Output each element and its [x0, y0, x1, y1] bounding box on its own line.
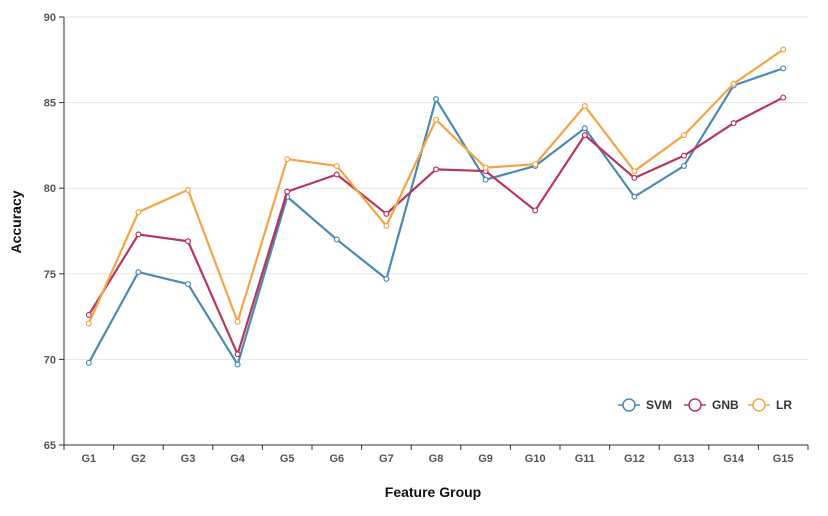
x-tick-label: G3	[181, 453, 196, 465]
data-point-gnb	[631, 174, 638, 181]
data-point-gnb	[85, 311, 92, 318]
data-point-svm	[135, 269, 142, 276]
x-tick-label: G15	[773, 453, 794, 465]
data-point-gnb	[433, 166, 440, 173]
legend-item-svm: SVM	[618, 398, 672, 412]
data-point-gnb	[383, 210, 390, 217]
series-svm	[85, 65, 787, 368]
y-tick-label: 75	[44, 269, 56, 281]
data-point-lr	[333, 162, 340, 169]
x-tick-label: G13	[674, 453, 695, 465]
data-point-svm	[85, 359, 92, 366]
y-tick-label: 70	[44, 354, 56, 366]
x-tick-label: G5	[280, 453, 295, 465]
legend: SVM GNB LR	[618, 398, 792, 412]
x-axis-title: Feature Group	[385, 484, 481, 500]
y-tick-label: 65	[44, 440, 56, 452]
data-point-lr	[185, 186, 192, 193]
legend-label-svm: SVM	[646, 398, 672, 412]
data-point-lr	[631, 168, 638, 175]
data-point-gnb	[135, 231, 142, 238]
data-point-svm	[581, 125, 588, 132]
data-point-svm	[631, 193, 638, 200]
data-point-gnb	[680, 152, 687, 159]
y-tick-label: 80	[44, 183, 56, 195]
y-tick-label: 85	[44, 98, 56, 110]
data-point-gnb	[581, 132, 588, 139]
data-point-gnb	[185, 238, 192, 245]
data-point-svm	[680, 162, 687, 169]
legend-item-gnb: GNB	[684, 398, 739, 412]
y-axis-title: Accuracy	[8, 190, 24, 253]
data-point-svm	[185, 281, 192, 288]
data-point-lr	[532, 161, 539, 168]
series-line-svm	[87, 67, 784, 366]
y-tick-label: 90	[44, 12, 56, 24]
x-tick-label: G1	[81, 453, 96, 465]
series-lr	[85, 46, 787, 327]
legend-label-gnb: GNB	[712, 398, 739, 412]
x-tick-label: G7	[379, 453, 394, 465]
data-point-lr	[383, 222, 390, 229]
x-tick-label: G11	[575, 453, 595, 465]
grid-lines	[64, 16, 808, 360]
legend-label-lr: LR	[776, 398, 792, 412]
data-point-svm	[780, 65, 787, 72]
x-tick-label: G10	[525, 453, 546, 465]
legend-marker-svm	[622, 398, 636, 412]
legend-item-lr: LR	[748, 398, 792, 412]
x-tick-label: G9	[478, 453, 493, 465]
data-point-lr	[234, 318, 241, 325]
legend-marker-lr	[752, 398, 766, 412]
data-point-gnb	[333, 171, 340, 178]
data-point-lr	[581, 103, 588, 110]
data-point-lr	[482, 164, 489, 171]
legend-marker-gnb	[688, 398, 702, 412]
data-point-lr	[730, 80, 737, 87]
data-point-gnb	[730, 120, 737, 127]
data-point-gnb	[284, 188, 291, 195]
series-layer	[85, 46, 787, 368]
series-line-lr	[87, 48, 784, 324]
data-point-svm	[234, 361, 241, 368]
data-point-lr	[680, 132, 687, 139]
data-point-svm	[433, 96, 440, 103]
x-tick-label: G2	[131, 453, 146, 465]
data-point-lr	[433, 116, 440, 123]
series-gnb	[85, 94, 787, 358]
data-point-gnb	[780, 94, 787, 101]
x-tick-label: G8	[429, 453, 444, 465]
data-point-lr	[780, 46, 787, 53]
data-point-svm	[383, 275, 390, 282]
data-point-gnb	[532, 207, 539, 214]
data-point-lr	[284, 156, 291, 163]
x-tick-label: G12	[624, 453, 645, 465]
axes: 65 70 75 80 85 90 G1 G2 G3 G4 G5 G6 G7 G8 G9 G10 G11 G12 G…	[44, 12, 809, 465]
x-tick-label: G14	[723, 453, 745, 465]
data-point-svm	[333, 236, 340, 243]
data-point-gnb	[234, 351, 241, 358]
data-point-lr	[85, 320, 92, 327]
series-line-gnb	[87, 96, 784, 356]
data-point-lr	[135, 209, 142, 216]
data-point-svm	[482, 176, 489, 183]
x-tick-label: G6	[329, 453, 344, 465]
x-tick-label: G4	[230, 453, 246, 465]
